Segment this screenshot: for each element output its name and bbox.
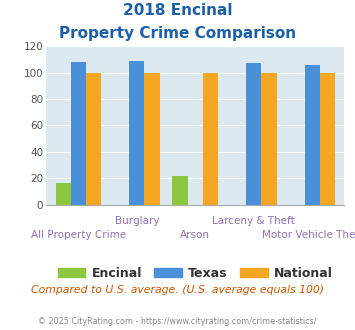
Text: Burglary: Burglary [115,216,159,226]
Legend: Encinal, Texas, National: Encinal, Texas, National [53,262,338,284]
Bar [129,61,144,205]
Bar [246,63,261,205]
Bar [305,65,320,205]
Bar [320,73,335,205]
Text: Motor Vehicle Theft: Motor Vehicle Theft [262,230,355,240]
Text: Larceny & Theft: Larceny & Theft [212,216,295,226]
Text: Arson: Arson [180,230,210,240]
Text: © 2025 CityRating.com - https://www.cityrating.com/crime-statistics/: © 2025 CityRating.com - https://www.city… [38,317,317,326]
Text: Compared to U.S. average. (U.S. average equals 100): Compared to U.S. average. (U.S. average … [31,285,324,295]
Text: 2018 Encinal: 2018 Encinal [123,3,232,18]
Text: All Property Crime: All Property Crime [31,230,126,240]
Bar [173,176,188,205]
Text: Property Crime Comparison: Property Crime Comparison [59,26,296,41]
Bar [144,73,160,205]
Bar [203,73,218,205]
Bar [55,183,71,205]
Bar [86,73,101,205]
Bar [261,73,277,205]
Bar [71,62,86,205]
